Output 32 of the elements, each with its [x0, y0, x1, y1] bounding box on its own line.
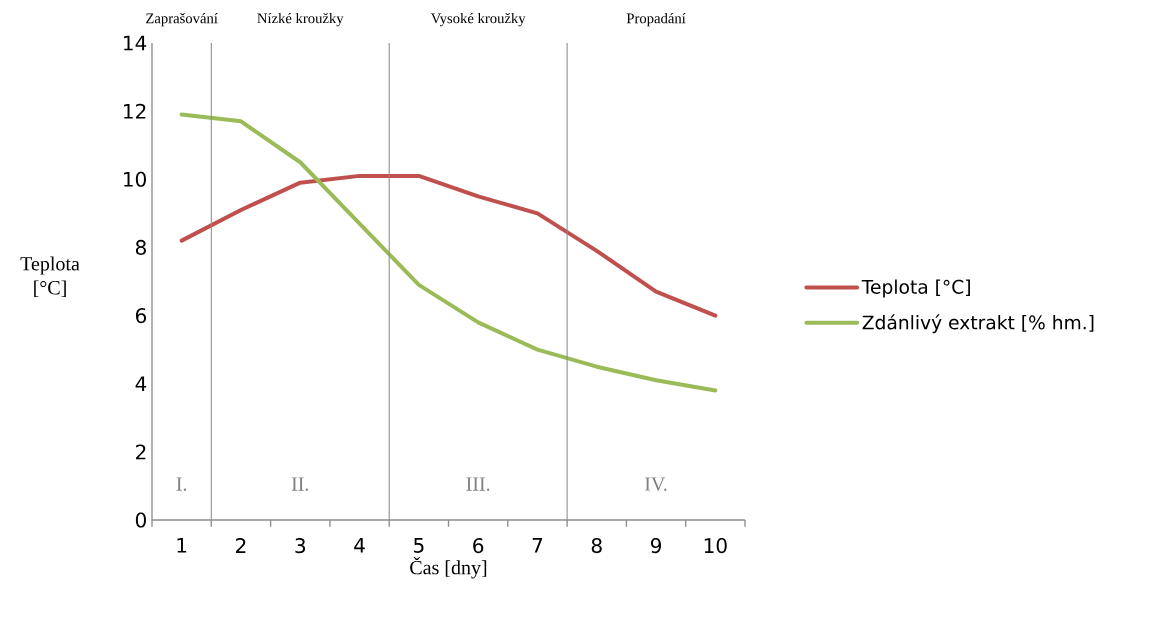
- text: Vysoké kroužky: [430, 12, 526, 27]
- x-tick-label: 7: [532, 538, 543, 553]
- text: Nízké kroužky: [257, 12, 344, 27]
- text: Propadání: [626, 12, 686, 27]
- y-tick-label: 6: [135, 308, 147, 324]
- y-tick-label: 14: [124, 35, 147, 51]
- legend-label: Teplota [°C]: [861, 279, 970, 298]
- annotation: IV.: [645, 477, 667, 491]
- x-tick-label: 8: [591, 538, 602, 554]
- y-tick-label: 2: [136, 444, 146, 460]
- annotation: III.: [466, 477, 490, 491]
- y-tick-label: 8: [135, 239, 146, 255]
- x-tick-label: 6: [473, 538, 484, 554]
- y-tick-label: 0: [135, 512, 146, 528]
- y-axis-title: Teplota [°C]: [20, 256, 80, 298]
- annotation: I.: [176, 477, 187, 491]
- x-tick-label: 5: [414, 538, 424, 553]
- y-tick-label: 10: [124, 171, 146, 187]
- y-tick-label: 4: [135, 376, 147, 391]
- x-tick-label: 4: [354, 538, 365, 553]
- x-tick-label: 2: [236, 538, 246, 553]
- line-series: [179, 112, 718, 393]
- x-axis-title: Čas [dny]: [410, 557, 487, 579]
- line-series: [179, 173, 718, 318]
- y-tick-label: 12: [124, 103, 146, 119]
- text: Zaprašování: [146, 12, 218, 27]
- x-tick-label: 10: [704, 538, 727, 554]
- x-tick-label: 9: [650, 538, 662, 554]
- x-tick-label: 3: [295, 538, 306, 554]
- annotation: II.: [291, 477, 309, 491]
- x-tick-label: 1: [177, 538, 187, 553]
- legend-label: Zdánlivý extrakt [% hm.]: [862, 314, 1094, 334]
